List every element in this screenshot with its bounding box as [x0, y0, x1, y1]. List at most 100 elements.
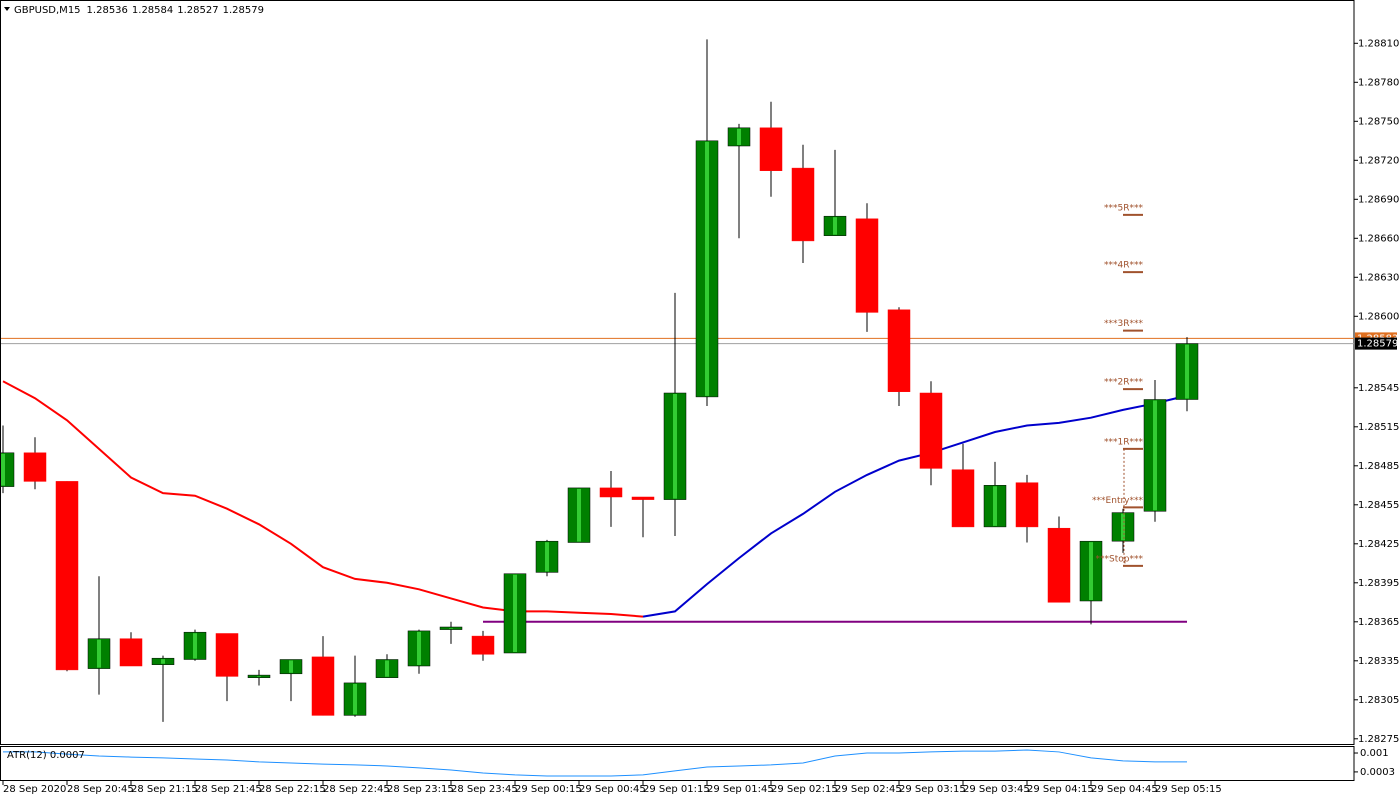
candle-highlight	[1, 453, 5, 486]
y-tick-label: 1.28660	[1358, 233, 1399, 244]
x-tick-label: 29 Sep 01:15	[643, 784, 710, 795]
atr-area	[3, 749, 1187, 777]
candle-highlight	[1153, 400, 1157, 511]
y-tick-label: 1.28600	[1358, 311, 1399, 322]
candle-highlight	[513, 574, 517, 652]
price-tag	[1355, 337, 1397, 350]
y-tick-label: 1.28750	[1358, 116, 1399, 127]
atr-frame	[0, 746, 1355, 781]
indicator-line	[642, 394, 1188, 618]
atr-line	[3, 749, 1187, 777]
x-tick-label: 28 Sep 22:15	[259, 784, 326, 795]
y-tick-label: 1.28305	[1358, 695, 1399, 706]
candle-highlight	[193, 633, 197, 659]
x-tick-label: 29 Sep 03:15	[899, 784, 966, 795]
y-tick-label: 1.28690	[1358, 194, 1399, 205]
candle-body	[1015, 482, 1039, 528]
x-tick-label: 29 Sep 02:15	[771, 784, 838, 795]
y-tick-label: 1.28275	[1358, 734, 1399, 745]
x-tick-label: 28 Sep 22:45	[323, 784, 390, 795]
candle-highlight	[385, 660, 389, 677]
x-tick-label: 29 Sep 03:45	[963, 784, 1030, 795]
candle-highlight	[1089, 542, 1093, 600]
candle-body	[119, 638, 143, 667]
x-tick-label: 28 Sep 20:45	[67, 784, 134, 795]
y-tick-label: 1.28365	[1358, 617, 1399, 628]
x-tick-label: 28 Sep 21:15	[131, 784, 198, 795]
level-label: ***Entry***	[1092, 496, 1143, 506]
candle-highlight	[449, 628, 453, 629]
y-tick-label: 1.28395	[1358, 578, 1399, 589]
symbol: GBPUSD,M15	[14, 5, 81, 16]
x-tick-label: 28 Sep 23:45	[451, 784, 518, 795]
y-tick-label: 1.28515	[1358, 422, 1399, 433]
candle-highlight	[577, 488, 581, 542]
candle-body	[215, 633, 239, 677]
x-tick-label: 28 Sep 2020	[3, 784, 66, 795]
y-tick-label: 1.28425	[1358, 539, 1399, 550]
plot-frame	[0, 0, 1355, 745]
candle-body	[791, 167, 815, 242]
level-label: ***3R***	[1104, 319, 1143, 329]
chart-header: GBPUSD,M15 1.28536 1.28584 1.28527 1.28579	[14, 5, 264, 16]
level-label: ***Stop***	[1096, 554, 1144, 564]
y-tick-label: 1.28455	[1358, 500, 1399, 511]
candle-highlight	[673, 394, 677, 499]
indicator-line	[2, 380, 644, 618]
candle-highlight	[1121, 513, 1125, 541]
x-tick-label: 29 Sep 00:45	[579, 784, 646, 795]
y-tick-label: 1.28780	[1358, 77, 1399, 88]
candle-body	[1047, 527, 1071, 603]
x-tick-label: 29 Sep 04:15	[1027, 784, 1094, 795]
candle-highlight	[353, 683, 357, 715]
candle-highlight	[161, 659, 165, 664]
candle-body	[919, 392, 943, 469]
atr-y-tick-label: 0.0003	[1360, 767, 1395, 778]
candle-highlight	[289, 660, 293, 673]
menu-triangle[interactable]	[4, 7, 10, 11]
level-label: ***5R***	[1104, 203, 1143, 213]
x-tick-label: 29 Sep 01:45	[707, 784, 774, 795]
header-high: 1.28584	[132, 5, 173, 16]
candle-body	[759, 127, 783, 171]
y-tick-label: 1.28810	[1358, 38, 1399, 49]
price-tag-label: 1.28579	[1357, 339, 1398, 350]
x-tick-label: 29 Sep 00:15	[515, 784, 582, 795]
y-tick-label: 1.28545	[1358, 383, 1399, 394]
candle-highlight	[417, 631, 421, 665]
y-tick-label: 1.28630	[1358, 272, 1399, 283]
candle-body	[951, 469, 975, 528]
x-tick-label: 29 Sep 05:15	[1155, 784, 1222, 795]
candle-body	[311, 656, 335, 716]
header-low: 1.28527	[177, 5, 218, 16]
header-open: 1.28536	[87, 5, 128, 16]
candle-body	[887, 309, 911, 392]
x-tick-label: 28 Sep 23:15	[387, 784, 454, 795]
atr-label: ATR(12) 0.0007	[7, 750, 85, 761]
candle-body	[599, 487, 623, 498]
candle-highlight	[737, 128, 741, 145]
candle-body	[55, 481, 79, 671]
candle-highlight	[257, 676, 261, 677]
atr-y-tick-label: 0.001	[1360, 748, 1389, 759]
level-label: ***1R***	[1104, 437, 1143, 447]
candle-highlight	[993, 486, 997, 526]
candle-body	[471, 635, 495, 655]
x-tick-label: 29 Sep 02:45	[835, 784, 902, 795]
y-tick-label: 1.28335	[1358, 656, 1399, 667]
x-tick-label: 28 Sep 21:45	[195, 784, 262, 795]
y-tick-label: 1.28485	[1358, 461, 1399, 472]
candle-body	[23, 452, 47, 482]
header-close: 1.28579	[223, 5, 264, 16]
candle-body	[855, 218, 879, 313]
candle-highlight	[97, 639, 101, 668]
plot-area: ***5R*** ***4R*** ***3R*** ***2R*** ***1R***…	[1, 39, 1354, 722]
candle-body	[631, 496, 655, 500]
candle-highlight	[833, 217, 837, 235]
candle-highlight	[545, 542, 549, 572]
level-label: ***4R***	[1104, 261, 1143, 271]
candle-highlight	[705, 141, 709, 396]
x-tick-label: 29 Sep 04:45	[1091, 784, 1158, 795]
